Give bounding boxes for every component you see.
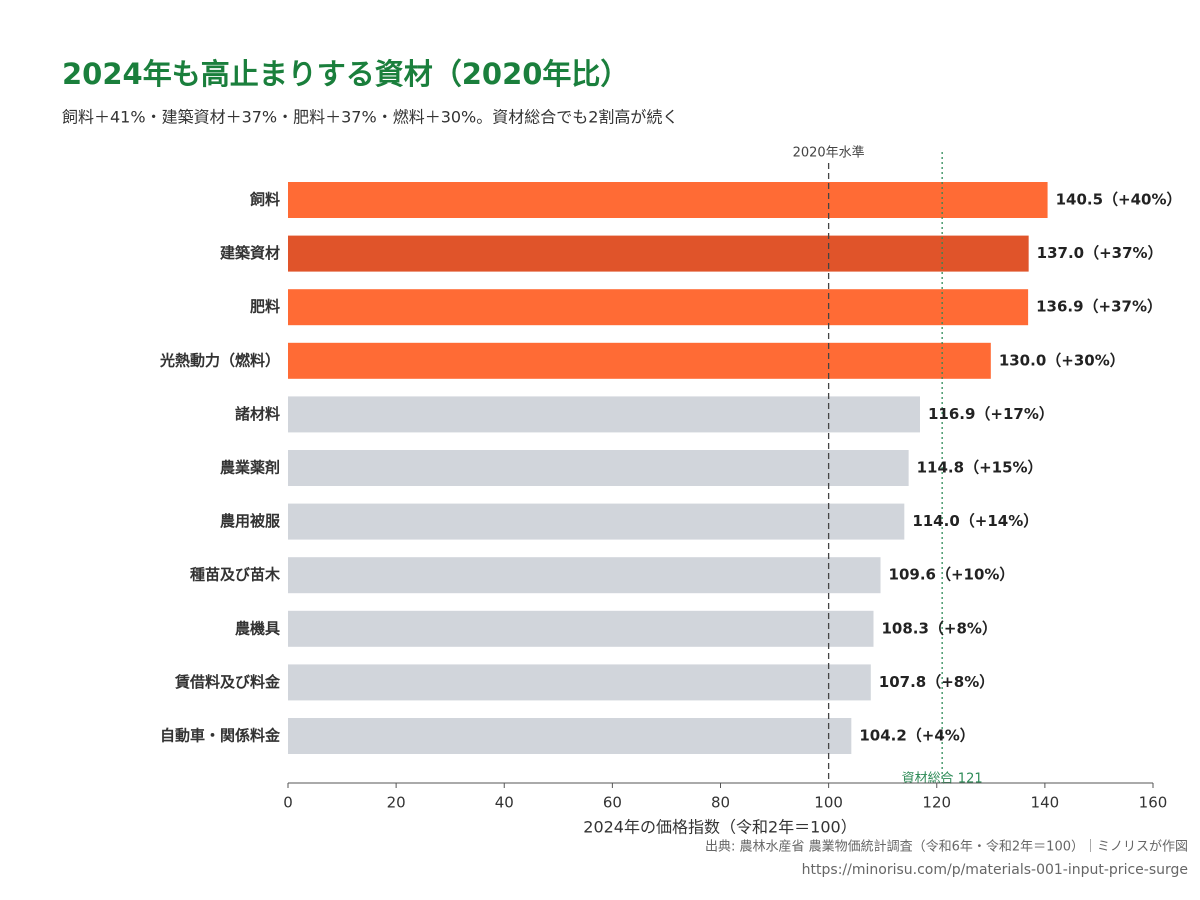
value-label: 104.2（+4%）: [859, 727, 974, 745]
bar: [288, 182, 1048, 218]
value-label: 137.0（+37%）: [1037, 244, 1163, 262]
bar: [288, 235, 1029, 272]
reference-label: 資材総合 121: [902, 772, 983, 787]
category-label: 飼料: [249, 191, 280, 209]
value-label: 140.5（+40%）: [1056, 191, 1182, 209]
category-label: 種苗及び苗木: [190, 566, 281, 584]
x-tick-label: 100: [814, 794, 843, 812]
x-tick-label: 60: [603, 794, 622, 812]
bar: [288, 289, 1029, 326]
value-label: 108.3（+8%）: [881, 619, 996, 637]
category-label: 光熱動力（燃料）: [159, 351, 280, 369]
value-label: 109.6（+10%）: [889, 566, 1015, 584]
chart-subtitle: 飼料＋41%・建築資材＋37%・肥料＋37%・燃料＋30%。資材総合でも2割高が…: [62, 108, 678, 127]
category-label: 農機具: [235, 619, 280, 637]
category-label: 自動車・関係料金: [160, 727, 281, 745]
category-label: 農用被服: [220, 512, 281, 530]
url: https://minorisu.com/p/materials-001-inp…: [802, 862, 1188, 878]
source: 出典: 農林水産省 農業物価統計調査（令和6年・令和2年＝100）｜ミノリスが作…: [705, 839, 1188, 855]
x-tick-label: 20: [387, 794, 406, 812]
category-label: 肥料: [250, 298, 280, 316]
bar: [288, 503, 905, 540]
value-label: 114.0（+14%）: [912, 512, 1038, 530]
category-label: 建築資材: [220, 244, 280, 262]
x-axis-label: 2024年の価格指数（令和2年＝100）: [583, 818, 856, 837]
bar: [288, 557, 881, 594]
category-label: 諸材料: [235, 405, 280, 423]
x-tick-label: 80: [711, 794, 730, 812]
value-label: 130.0（+30%）: [999, 351, 1125, 369]
category-label: 賃借料及び料金: [174, 673, 281, 691]
x-tick-label: 0: [283, 794, 293, 812]
bar: [288, 396, 920, 433]
value-label: 107.8（+8%）: [879, 673, 994, 691]
value-label: 136.9（+37%）: [1036, 298, 1162, 316]
x-tick-label: 40: [495, 794, 514, 812]
value-label: 116.9（+17%）: [928, 405, 1054, 423]
bar: [288, 718, 852, 754]
x-tick-label: 160: [1139, 794, 1168, 812]
bar: [288, 342, 991, 379]
bar: [288, 450, 909, 486]
x-tick-label: 140: [1031, 794, 1060, 812]
value-label: 114.8（+15%）: [917, 459, 1043, 477]
bar: [288, 610, 874, 647]
bar: [288, 664, 871, 701]
chart-title: 2024年も高止まりする資材（2020年比）: [62, 57, 629, 91]
reference-label: 2020年水準: [793, 145, 865, 161]
category-label: 農業薬剤: [220, 459, 280, 477]
x-tick-label: 120: [922, 794, 951, 812]
